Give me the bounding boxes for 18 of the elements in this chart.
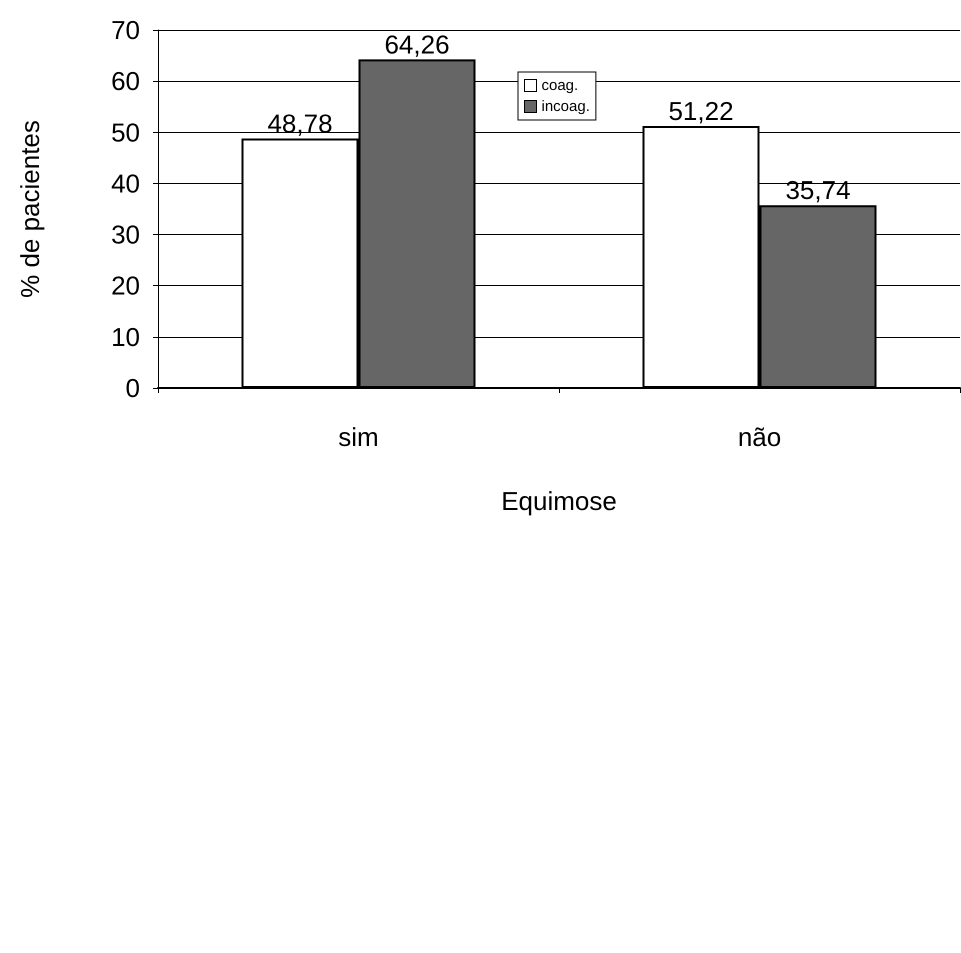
y-tick-label: 10 bbox=[111, 322, 140, 352]
y-tick-label: 60 bbox=[111, 66, 140, 96]
x-tick-label: não bbox=[738, 422, 782, 452]
legend-label: incoag. bbox=[542, 98, 590, 115]
data-label: 48,78 bbox=[267, 108, 333, 139]
x-axis-title: Equimose bbox=[501, 486, 617, 516]
y-tick-label: 50 bbox=[111, 117, 140, 148]
legend-label: coag. bbox=[542, 77, 578, 94]
data-label: 51,22 bbox=[668, 96, 734, 126]
y-tick-label: 30 bbox=[111, 220, 140, 250]
x-tick-label: sim bbox=[338, 422, 379, 452]
y-tick-label: 40 bbox=[111, 168, 140, 198]
y-tick-label: 70 bbox=[111, 15, 140, 45]
y-axis-title: % de pacientes bbox=[15, 120, 45, 298]
data-label: 35,74 bbox=[785, 175, 851, 206]
y-tick-label: 0 bbox=[126, 373, 140, 403]
y-tick-label: 20 bbox=[111, 270, 140, 301]
data-label: 64,26 bbox=[384, 29, 450, 60]
